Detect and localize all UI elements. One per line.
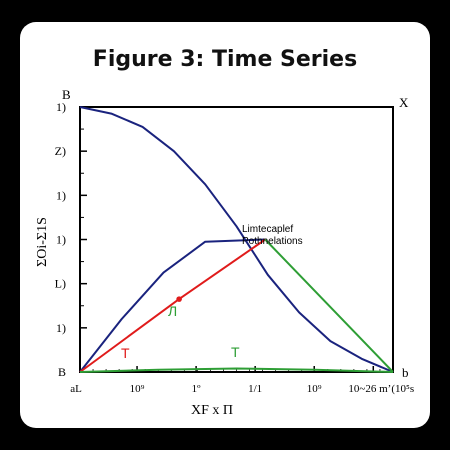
x-tick-label: 1/1 (248, 383, 262, 395)
corner-label-top-left: B (62, 87, 71, 102)
series-marker-1 (176, 296, 182, 302)
corner-label-top-right: X (399, 95, 409, 110)
plot-frame (79, 106, 394, 373)
annotation-line-1: Limtecaplef (242, 224, 293, 235)
series-lines (79, 106, 394, 373)
x-tick-label: 10⁹ (307, 383, 322, 395)
y-tick-label: 1) (56, 321, 66, 335)
line-chart: B1)L)1)1)Z)1) aL 10⁹ 1º 1/1 10⁹ 10~26 mʼ(10⁵s… (35, 87, 414, 418)
y-tick-label: L) (55, 277, 66, 291)
y-axis-ticks: B 1) L) 1) 1) Z) 1) (55, 100, 87, 379)
annotation-line-2: Pothnelations (242, 236, 303, 247)
y-tick-label: 1) (56, 233, 66, 247)
green-series-label: T (231, 344, 240, 360)
x-tick-label: 10~26 mʼ(10⁵s (348, 383, 414, 395)
y-tick-label: Z) (55, 144, 66, 158)
x-tick-label: 10⁹ (130, 383, 145, 395)
y-tick-label: B (58, 365, 66, 379)
red-marker-label: Л (168, 303, 177, 319)
x-tick-label: aL (70, 383, 82, 395)
x-tick-label: 1º (192, 383, 202, 395)
series-line-1 (79, 106, 394, 373)
series-line-4 (264, 238, 394, 373)
chart-title: Figure 3: Time Series (92, 47, 358, 72)
y-tick-label: 1) (56, 188, 66, 202)
corner-label-bottom-right: b (402, 365, 409, 380)
red-series-label: T (121, 345, 130, 361)
x-axis-ticks: aL 10⁹ 1º 1/1 10⁹ 10~26 mʼ(10⁵s (70, 366, 414, 395)
series-markers (176, 296, 182, 302)
y-tick-label: 1) (56, 100, 66, 114)
chart-card: Figure 3: Time Series B 1) L) 1) 1) Z) 1) aL 10… (20, 22, 430, 428)
series-line-2 (79, 238, 266, 373)
y-axis-label: ΣOi-Σ1S (35, 217, 50, 267)
x-axis-label: XF x Π (191, 403, 233, 418)
series-line-5 (79, 367, 394, 373)
